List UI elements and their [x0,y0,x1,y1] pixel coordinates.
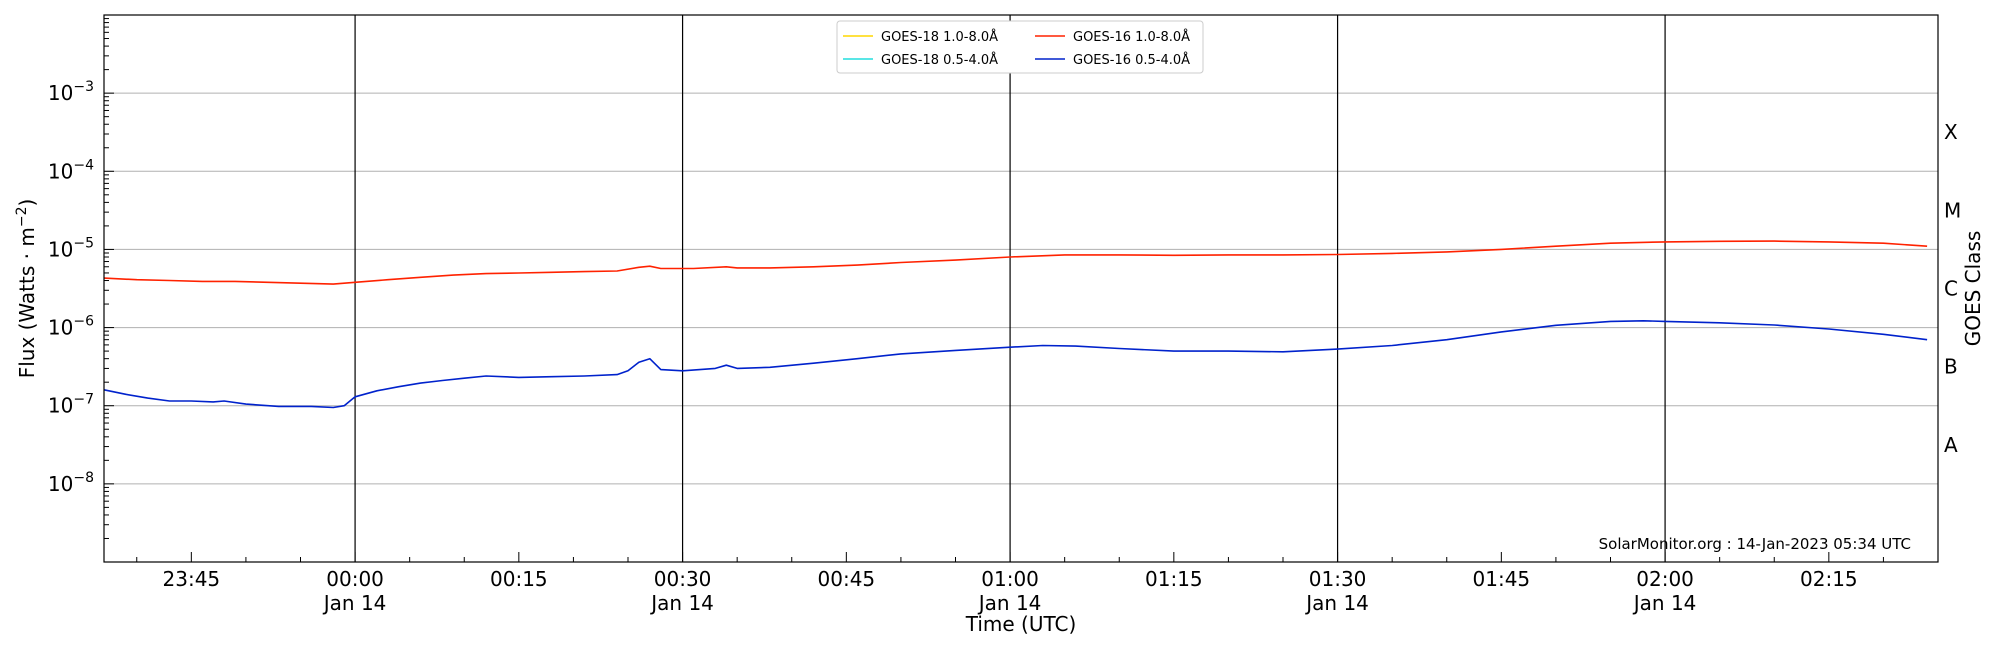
y-tick-label-base: 10 [48,159,73,183]
y-tick-label-base: 10 [48,394,73,418]
y-tick-label: 10−3 [48,79,94,105]
grid-layer [104,92,1938,485]
legend-entry-label: GOES-16 1.0-8.0Å [1073,29,1190,45]
x-tick-label: 00:30 [654,567,712,591]
series-line [103,319,1928,409]
y-tick-label: 10−7 [48,392,94,418]
legend-entry-label: GOES-16 0.5-4.0Å [1073,52,1190,68]
x-tick-label: 01:30 [1309,567,1367,591]
y-tick-label: 10−4 [48,157,94,183]
label-layer: Time (UTC) Flux (Watts · m−2) GOES Class… [14,199,1985,636]
y-tick-label-exponent: −6 [73,314,94,330]
y-axis-label-main: Flux (Watts · m [15,227,39,378]
x-tick-label: 02:00 [1636,567,1694,591]
legend-box [836,20,1204,74]
goes-class-label: B [1944,355,1958,379]
x-tick-date-label: Jan 14 [1632,591,1697,615]
x-axis-label: Time (UTC) [965,612,1077,636]
y-tick-label-base: 10 [48,81,73,105]
legend-entry-label: GOES-18 0.5-4.0Å [881,52,998,68]
y-axis-label-close: ) [15,199,39,207]
plot-frame [103,14,1939,563]
x-tick-label: 02:15 [1800,567,1858,591]
y-tick-label: 10−8 [48,470,94,496]
y-axis-label-exponent: −2 [14,207,30,228]
x-tick-label: 23:45 [163,567,221,591]
watermark-text: SolarMonitor.org : 14-Jan-2023 05:34 UTC [1599,535,1911,553]
y-tick-label-base: 10 [48,472,73,496]
y-tick-label-exponent: −7 [73,392,94,408]
vertical-lines-layer [354,15,1666,562]
x-tick-label: 00:45 [818,567,876,591]
legend-entry-label: GOES-18 1.0-8.0Å [881,29,998,45]
x-tick-label: 01:15 [1145,567,1203,591]
goes-class-axis-label: GOES Class [1961,231,1985,347]
goes-class-label: M [1944,198,1961,222]
y-tick-label-exponent: −4 [73,157,94,173]
y-axis-label: Flux (Watts · m−2) [14,199,39,379]
goes-class-label: C [1944,277,1958,301]
y-tick-label-exponent: −8 [73,470,94,486]
x-tick-date-label: Jan 14 [977,591,1042,615]
x-tick-date-label: Jan 14 [1304,591,1369,615]
x-tick-label: 00:00 [326,567,384,591]
y-tick-label: 10−5 [48,235,94,261]
y-tick-label-exponent: −5 [73,235,94,251]
x-tick-label: 01:45 [1473,567,1531,591]
legend: GOES-18 1.0-8.0Å GOES-16 1.0-8.0Å GOES-18 … [836,20,1204,74]
y-tick-label: 10−6 [48,314,94,340]
goes-class-label: X [1944,120,1958,144]
x-tick-label: 01:00 [981,567,1039,591]
x-tick-date-label: Jan 14 [322,591,387,615]
x-tick-date-label: Jan 14 [649,591,714,615]
y-tick-label-exponent: −3 [73,79,94,95]
series-layer [103,240,1928,409]
y-tick-label-base: 10 [48,237,73,261]
goes-class-label: A [1944,433,1958,457]
x-tick-label: 00:15 [490,567,548,591]
series-line [103,240,1928,285]
y-tick-label-base: 10 [48,316,73,340]
